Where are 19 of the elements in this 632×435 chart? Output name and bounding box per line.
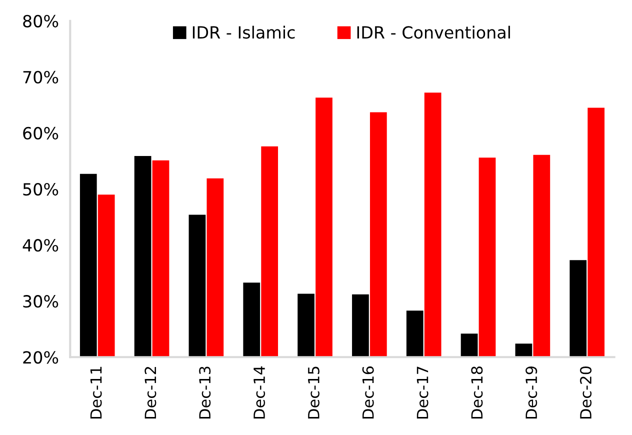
x-tick-label: Dec-15	[308, 366, 320, 418]
x-tick-label: Dec-19	[526, 366, 538, 418]
x-tick-label: Dec-17	[416, 366, 428, 418]
legend-label: IDR - Conventional	[357, 26, 510, 39]
x-tick-label: Dec-16	[362, 366, 374, 418]
x-tick-label: Dec-14	[254, 366, 266, 418]
y-tick-label: 60%	[23, 126, 58, 140]
x-tick-label: Dec-13	[199, 366, 211, 418]
x-tick-label: Dec-18	[471, 366, 483, 418]
y-tick-label: 80%	[23, 14, 58, 28]
x-tick-label: Dec-11	[90, 366, 102, 418]
y-tick-label: 20%	[23, 351, 58, 364]
y-tick-label: 50%	[23, 182, 58, 196]
y-tick-label: 40%	[22, 239, 58, 252]
legend-label: IDR - Islamic	[192, 26, 295, 39]
y-tick-label: 30%	[23, 295, 58, 308]
x-tick-label: Dec-20	[580, 366, 592, 418]
x-tick-label: Dec-12	[144, 367, 156, 418]
y-tick-label: 70%	[23, 70, 58, 84]
